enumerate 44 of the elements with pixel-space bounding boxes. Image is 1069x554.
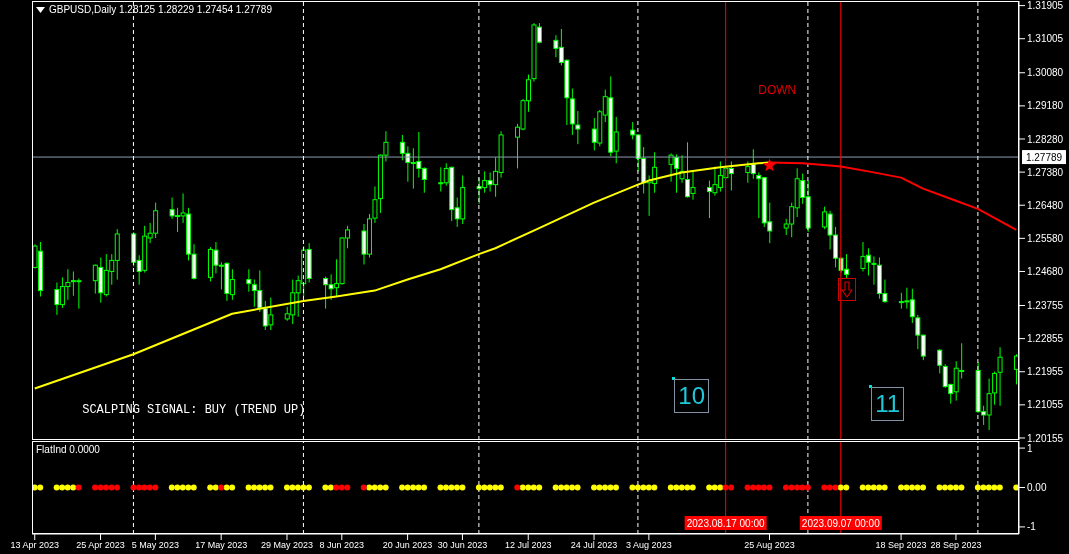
chart-title: GBPUSD,Daily 1.28125 1.28229 1.27454 1.27789 bbox=[49, 4, 272, 15]
x-tick-label: 18 Sep 2023 bbox=[875, 540, 927, 551]
ref-line-label: 2023.09.07 00:00 bbox=[801, 518, 881, 529]
y-tick-label: 1.30080 bbox=[1027, 67, 1064, 79]
y-tick-label: 0.00 bbox=[1027, 482, 1047, 494]
y-tick-label: 1 bbox=[1027, 442, 1033, 454]
x-tick-label: 25 Apr 2023 bbox=[76, 540, 125, 551]
x-tick-label: 24 Jul 2023 bbox=[570, 540, 618, 551]
x-tick-label: 29 May 2023 bbox=[260, 540, 313, 551]
x-tick-label: 5 May 2023 bbox=[131, 540, 179, 551]
annotation: 10 bbox=[674, 379, 709, 413]
x-tick-label: 20 Jun 2023 bbox=[382, 540, 433, 551]
y-tick-label: -1 bbox=[1027, 521, 1037, 533]
candlestick bbox=[246, 268, 252, 293]
x-tick-label: 13 Apr 2023 bbox=[10, 540, 60, 551]
annotation: DOWN bbox=[758, 83, 797, 97]
candlestick bbox=[937, 348, 943, 374]
ref-line-label: 1.27789 bbox=[1025, 152, 1063, 164]
y-tick-label: 1.29180 bbox=[1027, 100, 1064, 112]
x-tick-label: 25 Aug 2023 bbox=[744, 540, 795, 551]
annotation: SCALPING SIGNAL: BUY (TREND UP) bbox=[82, 403, 306, 417]
y-tick-label: 1.20155 bbox=[1027, 432, 1064, 444]
x-tick-label: 12 Jul 2023 bbox=[504, 540, 552, 551]
candlestick bbox=[871, 255, 877, 286]
x-tick-label: 3 Aug 2023 bbox=[626, 540, 672, 551]
ref-line-label: 2023.08.17 00:00 bbox=[686, 518, 765, 529]
x-tick-label: 17 May 2023 bbox=[195, 540, 248, 551]
y-tick-label: 1.21055 bbox=[1027, 399, 1064, 411]
x-tick-label: 8 Jun 2023 bbox=[319, 540, 365, 551]
y-tick-label: 1.31005 bbox=[1027, 33, 1064, 45]
annotation: 11 bbox=[871, 387, 905, 421]
x-tick-label: 30 Jun 2023 bbox=[437, 540, 488, 551]
y-tick-label: 1.27380 bbox=[1027, 166, 1064, 178]
y-tick-label: 1.24680 bbox=[1027, 266, 1064, 278]
y-tick-label: 1.21955 bbox=[1027, 366, 1064, 378]
y-tick-label: 1.31905 bbox=[1027, 0, 1064, 12]
y-tick-label: 1.23755 bbox=[1027, 300, 1064, 312]
y-tick-label: 1.25580 bbox=[1027, 232, 1064, 244]
chart-title: FlatInd 0.0000 bbox=[36, 444, 100, 455]
y-tick-label: 1.28280 bbox=[1027, 133, 1064, 145]
x-tick-label: 28 Sep 2023 bbox=[930, 540, 982, 551]
candlestick bbox=[997, 346, 1003, 407]
y-tick-label: 1.22855 bbox=[1027, 333, 1064, 345]
y-tick-label: 1.26480 bbox=[1027, 199, 1064, 211]
